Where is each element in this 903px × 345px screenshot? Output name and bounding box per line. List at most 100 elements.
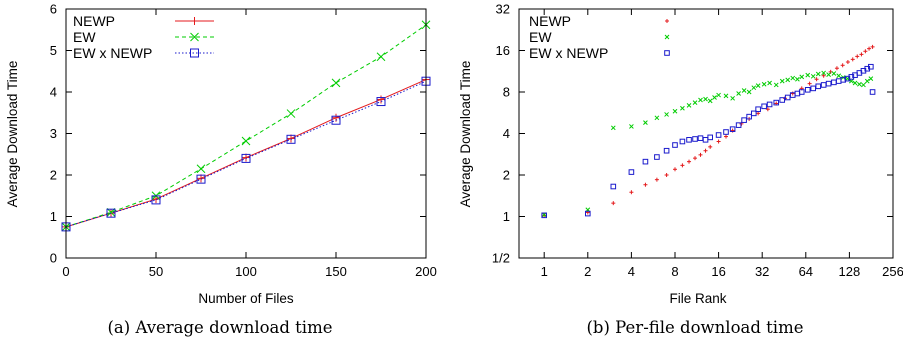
x-tick-label: 128 bbox=[839, 264, 861, 279]
chart-a-xlabel: Number of Files bbox=[198, 291, 294, 306]
x-tick-label: 150 bbox=[325, 264, 347, 279]
data-point bbox=[654, 154, 660, 160]
data-point bbox=[196, 174, 206, 184]
data-point bbox=[821, 70, 827, 76]
y-tick-label: 1/2 bbox=[492, 251, 510, 266]
x-tick-label: 4 bbox=[628, 264, 635, 279]
data-point bbox=[241, 136, 251, 146]
chart-b-ticks: 1 2 4 8 16 32 64 128 256 1/2 1 2 4 8 16 32 bbox=[492, 2, 903, 280]
data-point bbox=[869, 89, 876, 95]
y-tick-label: 3 bbox=[50, 126, 57, 141]
data-point bbox=[151, 195, 161, 205]
legend-label: NEWP bbox=[73, 13, 115, 29]
data-point bbox=[707, 134, 713, 141]
x-tick-label: 50 bbox=[149, 264, 163, 279]
data-point bbox=[106, 208, 116, 218]
data-point bbox=[736, 91, 741, 96]
data-point bbox=[821, 73, 826, 78]
data-point bbox=[836, 73, 842, 79]
data-point bbox=[331, 78, 341, 88]
data-point bbox=[196, 164, 206, 174]
data-point bbox=[541, 212, 547, 219]
data-point bbox=[106, 207, 116, 217]
data-point bbox=[820, 82, 827, 88]
data-point bbox=[861, 82, 866, 88]
data-point bbox=[867, 46, 872, 51]
x-tick-label: 64 bbox=[799, 264, 813, 279]
data-point bbox=[750, 110, 757, 117]
data-point bbox=[702, 137, 709, 143]
data-point bbox=[850, 57, 855, 62]
data-point bbox=[679, 138, 686, 145]
data-point bbox=[857, 81, 862, 87]
data-point bbox=[741, 117, 747, 123]
data-point bbox=[672, 167, 677, 172]
data-point bbox=[767, 80, 772, 86]
data-point bbox=[376, 52, 386, 62]
data-point bbox=[840, 63, 845, 68]
data-point bbox=[703, 96, 708, 102]
chart-b-ylabel: Average Download Time bbox=[458, 61, 473, 208]
data-point bbox=[779, 97, 786, 103]
y-tick-label: 8 bbox=[503, 85, 510, 100]
data-point bbox=[692, 100, 698, 105]
x-tick-label: 32 bbox=[755, 264, 769, 279]
data-point bbox=[715, 132, 722, 138]
y-tick-label: 4 bbox=[50, 85, 57, 100]
chart-b-xlabel: File Rank bbox=[669, 291, 726, 306]
data-point bbox=[377, 95, 385, 104]
chart-b-series bbox=[541, 44, 876, 219]
data-point bbox=[852, 80, 858, 86]
data-point bbox=[868, 63, 874, 70]
data-point bbox=[790, 91, 795, 96]
y-tick-label: 2 bbox=[503, 168, 510, 183]
data-point bbox=[664, 173, 669, 177]
data-point bbox=[804, 86, 811, 93]
data-point bbox=[814, 77, 819, 82]
legend-label: EW x NEWP bbox=[529, 45, 608, 61]
legend-marker bbox=[664, 50, 670, 56]
data-point bbox=[692, 136, 698, 142]
chart-b: 1 2 4 8 16 32 64 128 256 1/2 1 2 4 8 16 32 File Rank Av… bbox=[458, 2, 903, 338]
data-point bbox=[197, 174, 205, 183]
data-point bbox=[805, 72, 811, 78]
data-point bbox=[868, 76, 874, 81]
data-point bbox=[855, 54, 860, 59]
data-point bbox=[628, 169, 635, 175]
data-point bbox=[672, 142, 678, 148]
data-point bbox=[784, 94, 791, 101]
data-point bbox=[815, 83, 822, 90]
data-point bbox=[242, 153, 250, 162]
data-point bbox=[810, 73, 816, 79]
series-line bbox=[65, 79, 427, 228]
y-tick-label: 2 bbox=[50, 168, 57, 183]
data-point bbox=[831, 79, 837, 86]
y-tick-label: 0 bbox=[50, 251, 57, 266]
chart-a-ticks: 0 50 100 150 200 0 1 2 3 4 5 6 bbox=[50, 2, 437, 280]
data-point bbox=[798, 89, 805, 95]
legend-label: NEWP bbox=[529, 13, 571, 29]
x-tick-label: 2 bbox=[584, 264, 591, 279]
chart-a-ylabel: Average Download Time bbox=[5, 61, 20, 208]
data-point bbox=[746, 113, 752, 120]
y-tick-label: 16 bbox=[496, 43, 510, 58]
data-point bbox=[825, 80, 832, 87]
data-point bbox=[698, 152, 703, 157]
data-point bbox=[724, 134, 729, 139]
legend-label: EW bbox=[73, 29, 96, 45]
data-point bbox=[746, 89, 752, 95]
data-point bbox=[834, 66, 839, 71]
data-point bbox=[610, 125, 616, 131]
x-tick-label: 1 bbox=[541, 264, 548, 279]
chart-a-caption: (a) Average download time bbox=[107, 318, 332, 337]
data-point bbox=[741, 88, 747, 93]
data-point bbox=[693, 156, 698, 161]
y-tick-label: 1 bbox=[50, 209, 57, 224]
data-point bbox=[773, 99, 780, 106]
data-point bbox=[864, 78, 870, 84]
data-point bbox=[765, 107, 770, 112]
legend-marker bbox=[190, 48, 199, 58]
data-point bbox=[810, 85, 817, 92]
series-line bbox=[65, 80, 427, 228]
legend-marker bbox=[664, 34, 670, 40]
